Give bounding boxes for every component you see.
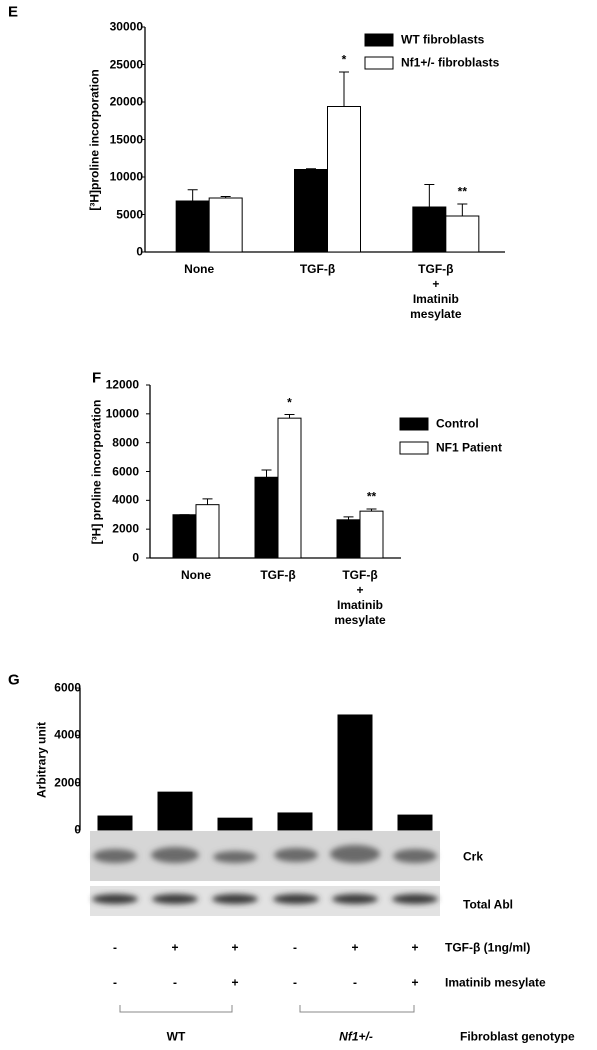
legend-label: Nf1+/- fibroblasts (401, 55, 500, 70)
y-tick-label: 8000 (112, 435, 139, 450)
x-tick-label: None (181, 568, 211, 582)
bar (277, 417, 302, 559)
treatment-sign: - (113, 975, 117, 990)
y-axis-label: Arbitrary unit (34, 721, 49, 799)
bar (294, 169, 328, 253)
x-tick-label: TGF-β (260, 568, 296, 582)
error-bar (366, 508, 377, 512)
y-tick-label: 20000 (109, 94, 143, 109)
western-blot (90, 831, 440, 916)
bar (327, 106, 361, 253)
y-tick-label: 6000 (112, 464, 139, 478)
legend-swatch (399, 417, 429, 431)
treatment-sign: - (293, 940, 297, 955)
treatment-sign: - (353, 975, 357, 990)
y-tick-label: 10000 (105, 406, 139, 421)
treatment-sign: + (231, 975, 239, 990)
y-tick-label: 0 (132, 550, 139, 565)
bar (195, 504, 220, 559)
y-tick-label: 30000 (109, 19, 143, 34)
error-bar (220, 196, 231, 198)
error-bar (284, 414, 295, 419)
bar (337, 714, 373, 831)
abl-blot (90, 886, 440, 916)
y-tick-label: 0 (136, 244, 143, 259)
y-axis-label: [³H]proline incorporation (87, 69, 102, 211)
panel-label: G (8, 671, 20, 689)
y-tick-label: 4000 (54, 727, 81, 742)
y-tick-label: 4000 (112, 492, 139, 507)
crk-bands (93, 845, 437, 863)
legend-label: NF1 Patient (436, 440, 503, 455)
treatment-sign: - (113, 940, 117, 955)
y-axis-label: [³H] proline incorporation (89, 399, 104, 545)
error-bar (339, 71, 349, 107)
abl-bands (92, 894, 438, 904)
error-bar (202, 498, 213, 505)
genotype-label: Nf1+/- (339, 1029, 373, 1044)
legend-swatch (364, 56, 394, 70)
treatment-label: TGF-β (1ng/ml) (445, 940, 531, 955)
treatment-sign: + (231, 940, 239, 955)
band-label: Crk (463, 849, 484, 864)
y-tick-label: 0 (74, 822, 81, 837)
panel-label: E (8, 3, 19, 21)
significance-mark: * (341, 52, 347, 67)
treatment-sign: - (293, 975, 297, 990)
error-bar (457, 203, 468, 216)
x-tick-label: None (184, 262, 215, 276)
y-tick-label: 2000 (54, 775, 81, 790)
y-tick-label: 10000 (109, 169, 143, 184)
treatment-sign: + (411, 940, 419, 955)
bar (157, 791, 193, 831)
error-bar (424, 184, 435, 207)
error-bar (306, 168, 316, 170)
legend-swatch (364, 33, 394, 47)
legend-swatch (399, 441, 429, 455)
error-bar (343, 516, 354, 520)
bar (172, 514, 197, 559)
nf1-bracket (299, 1005, 415, 1013)
y-tick-label: 6000 (54, 680, 81, 695)
y-tick-label: 5000 (116, 207, 143, 221)
y-tick-label: 25000 (109, 57, 143, 71)
error-bar (261, 469, 272, 478)
bar (277, 812, 313, 831)
legend-label: Control (436, 416, 479, 431)
x-tick-label: TGF-β + Imatinib mesylate (410, 262, 462, 321)
bar (336, 519, 361, 559)
bar (97, 815, 133, 831)
x-tick-label: TGF-β + Imatinib mesylate (334, 568, 386, 627)
band-label: Total Abl (463, 897, 513, 912)
y-tick-label: 15000 (109, 132, 143, 146)
significance-mark: * (287, 395, 292, 410)
error-bar (187, 189, 198, 201)
y-tick-label: 12000 (105, 377, 139, 392)
bar (397, 814, 433, 831)
bar (412, 206, 447, 253)
genotype-label: WT (166, 1029, 186, 1044)
wt-bracket (119, 1005, 233, 1013)
bar (175, 200, 210, 253)
treatment-sign: - (173, 975, 177, 990)
treatment-label: Imatinib mesylate (445, 975, 546, 990)
treatment-sign: + (411, 975, 419, 990)
treatment-sign: + (171, 940, 179, 955)
crk-blot (90, 831, 440, 881)
bar (217, 817, 253, 831)
panel-label: F (92, 369, 102, 387)
y-tick-label: 2000 (112, 521, 139, 536)
bar (208, 197, 243, 253)
significance-mark: ** (457, 184, 467, 199)
treatment-sign: + (351, 940, 359, 955)
legend-label: WT fibroblasts (401, 32, 485, 47)
x-tick-label: TGF-β (299, 262, 336, 276)
bar (445, 215, 480, 253)
significance-mark: ** (366, 489, 377, 504)
genotype-axis-label: Fibroblast genotype (460, 1029, 575, 1044)
bar (254, 476, 279, 559)
bar (359, 510, 384, 559)
